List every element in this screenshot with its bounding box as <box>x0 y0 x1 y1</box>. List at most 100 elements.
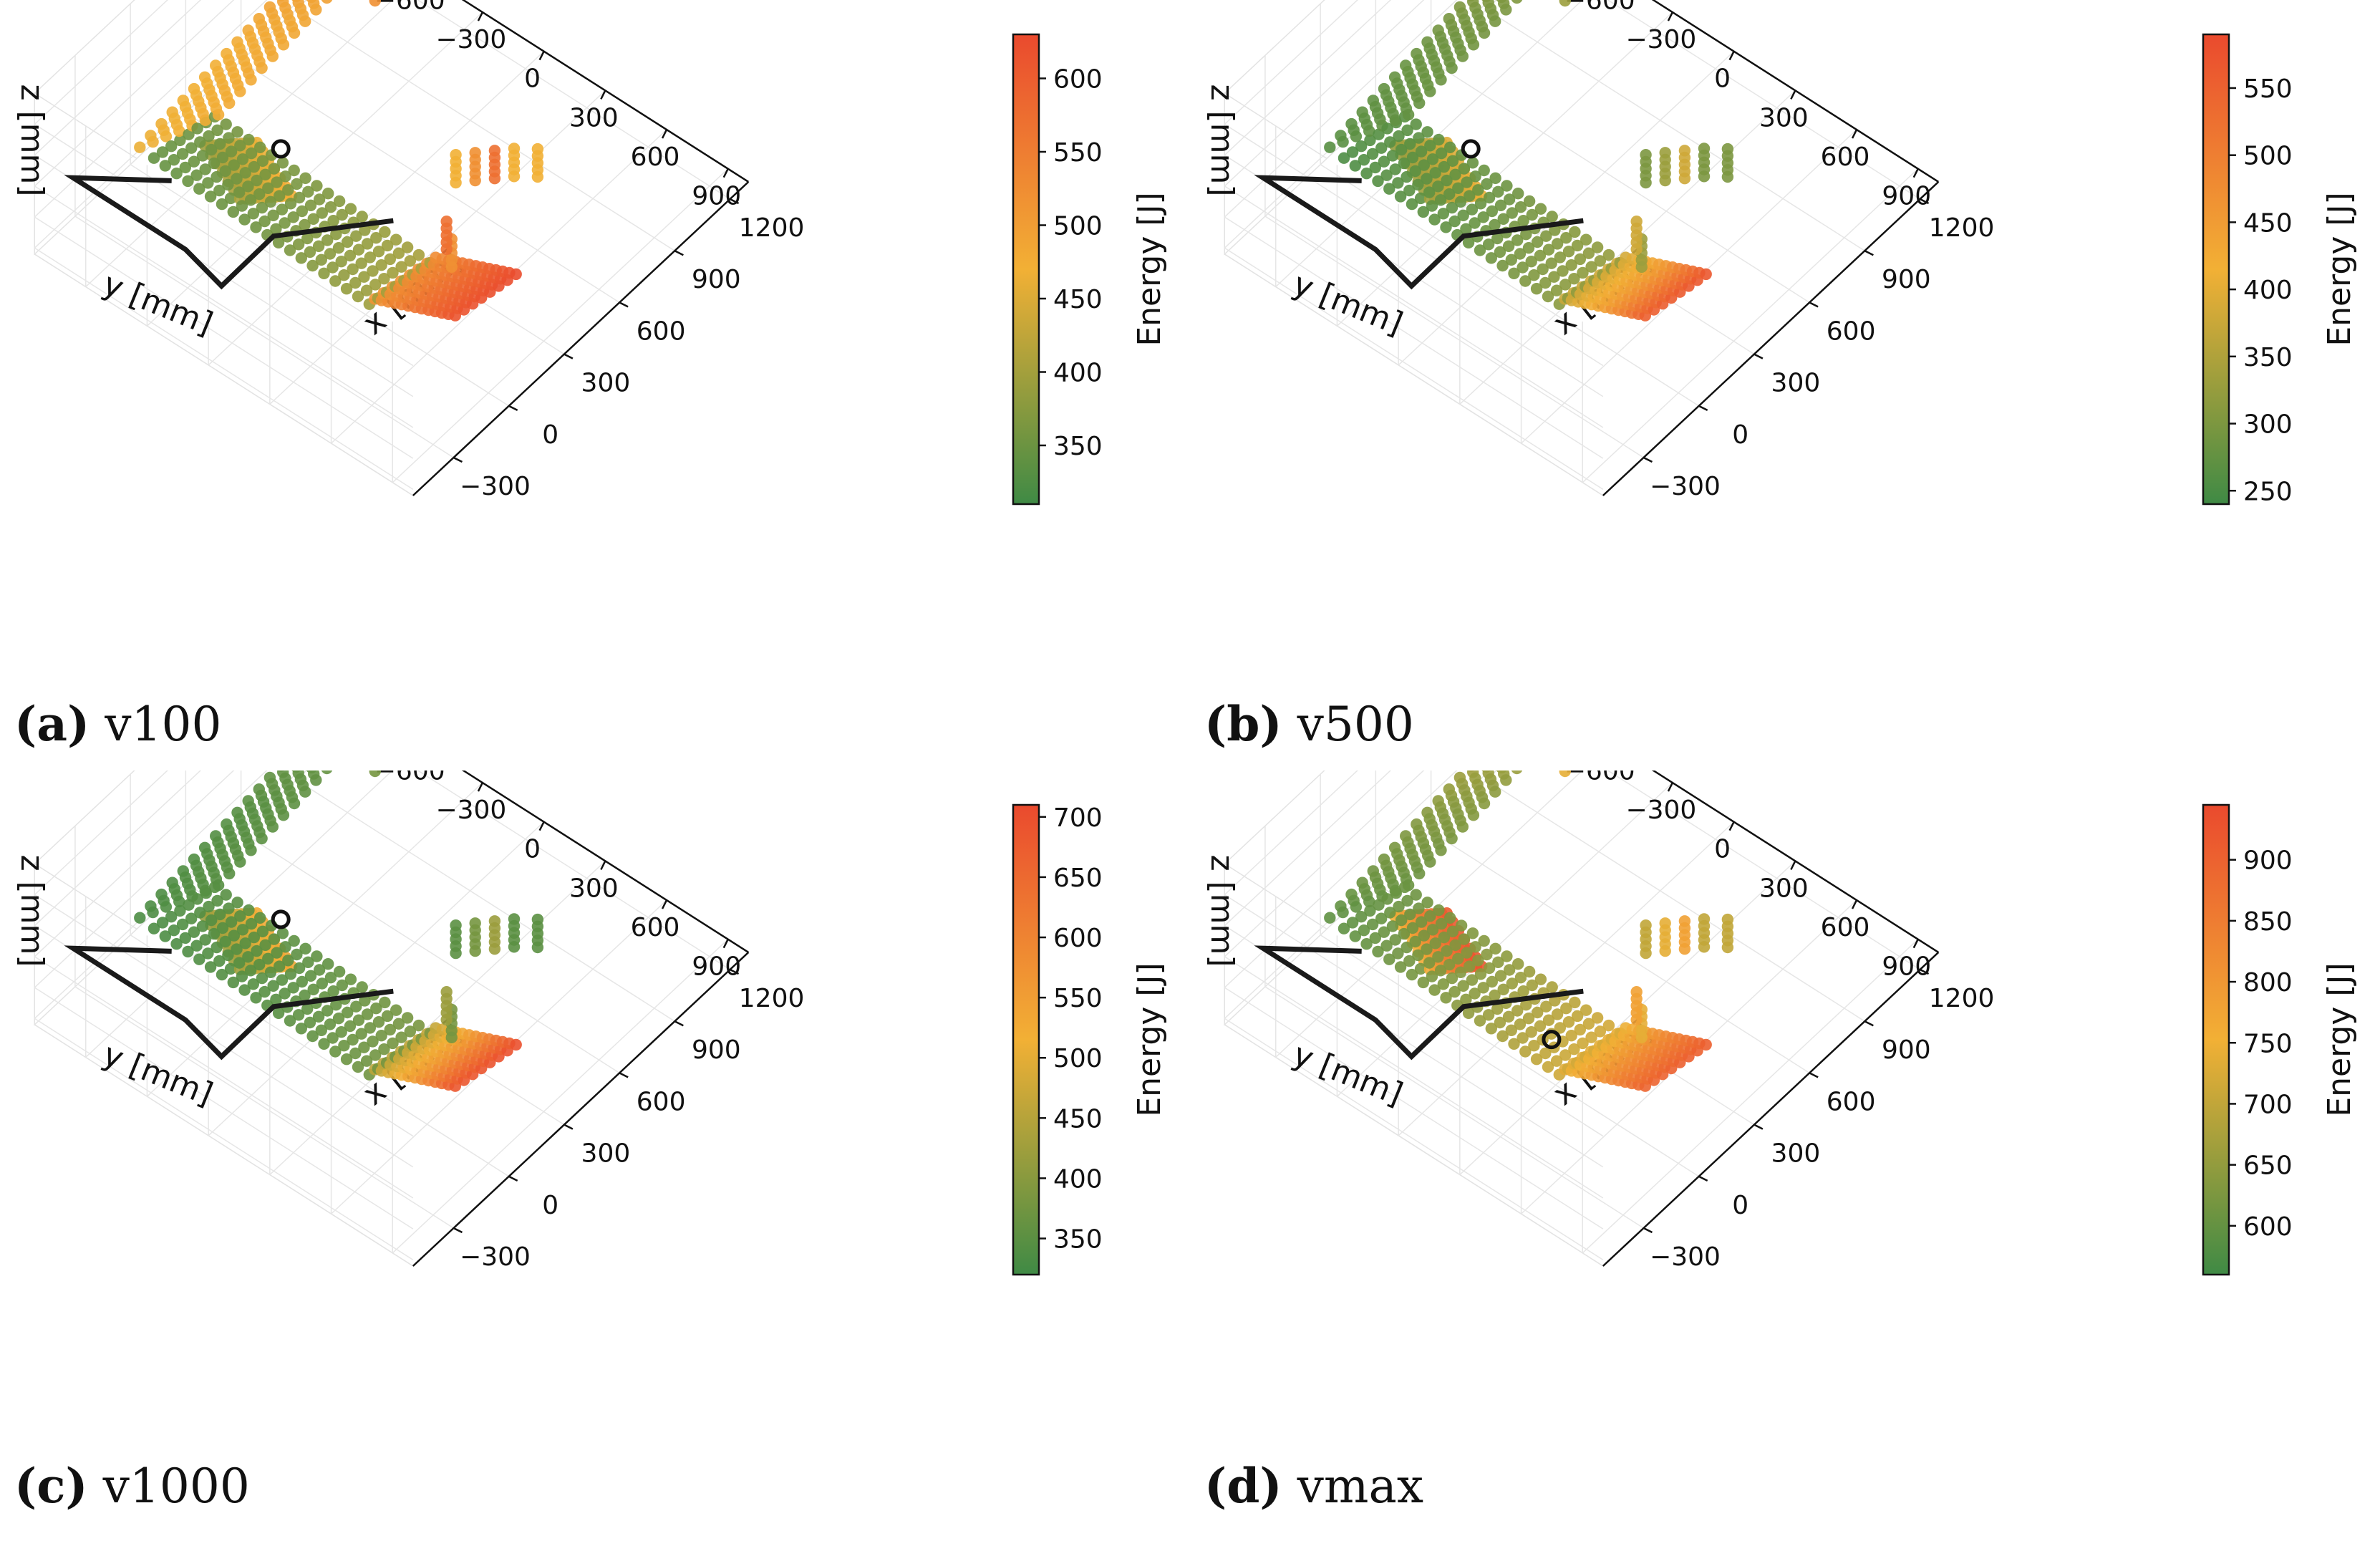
data-point-d-base-37 <box>1406 968 1418 981</box>
data-point-a-left-22 <box>173 125 185 137</box>
data-point-c-base-257 <box>360 1055 373 1067</box>
data-point-a-drop-475 <box>369 0 381 7</box>
gridline-wall1-z-a-4 <box>34 0 168 125</box>
data-point-b-base-89 <box>1409 165 1421 178</box>
data-point-b-base-260 <box>1532 236 1544 248</box>
data-point-b-base-104 <box>1423 186 1436 198</box>
data-point-b-base-378 <box>1602 248 1615 261</box>
data-point-c-base-244 <box>349 1047 362 1060</box>
colorbar-tick-c-5: 600 <box>1053 924 1103 953</box>
data-point-a-base-286 <box>364 251 376 264</box>
x-tick-mark-b-5 <box>1920 198 1930 205</box>
data-point-a-base-280 <box>367 265 379 277</box>
data-point-d-base-187 <box>1446 925 1459 937</box>
data-point-d-drop-495 <box>1659 945 1671 957</box>
data-point-b-base-101 <box>1406 151 1419 164</box>
data-point-b-base-156 <box>1426 153 1439 165</box>
start-point-marker-c <box>271 909 291 929</box>
data-point-d-base-216 <box>1519 1045 1532 1058</box>
data-point-c-base-243 <box>332 1013 345 1025</box>
x-tick-mark-c-5 <box>730 968 740 975</box>
gridline-floor-x-c-5 <box>417 770 730 970</box>
data-point-a-base-12 <box>182 175 194 188</box>
chart-svg-c: 0200400600800−600−3000300600900−30003006… <box>14 770 1168 1276</box>
colorbar-tick-b-2: 350 <box>2243 343 2293 372</box>
data-point-a-base-184 <box>276 203 289 216</box>
data-point-a-base-227 <box>340 283 353 295</box>
data-point-d-base-205 <box>1455 919 1468 932</box>
data-point-a-base-111 <box>214 137 226 150</box>
data-point-a-base-149 <box>256 201 269 214</box>
data-point-b-base-43 <box>1386 150 1399 162</box>
gridline-wall1-z-c-0 <box>34 770 301 1019</box>
data-point-a-base-273 <box>352 243 365 256</box>
gridline-floor-x-c-4 <box>296 779 675 1022</box>
gridline-floor-y-a-0 <box>85 0 394 288</box>
data-point-c-base-65 <box>224 962 237 975</box>
data-point-b-base-242 <box>1506 207 1518 219</box>
data-point-a-base-306 <box>372 246 385 258</box>
colorbar-tick-d-5: 850 <box>2243 907 2293 937</box>
data-point-b-base-347 <box>1580 233 1592 246</box>
data-point-c-base-262 <box>358 1041 370 1053</box>
x-tick-b-0: −300 <box>1650 472 1721 501</box>
data-point-c-base-165 <box>267 980 279 992</box>
data-point-c-base-63 <box>208 927 221 940</box>
x-tick-c-0: −300 <box>460 1242 531 1272</box>
data-point-c-base-203 <box>318 1038 330 1050</box>
data-point-b-base-313 <box>1577 266 1589 279</box>
data-point-b-base-158 <box>1460 223 1472 235</box>
x-tick-mark-a-0 <box>453 456 463 463</box>
data-point-a-base-172 <box>264 195 277 208</box>
data-point-b-base-61 <box>1381 122 1393 135</box>
data-point-d-base-253 <box>1501 950 1513 962</box>
data-point-b-base-37 <box>1406 198 1418 211</box>
data-point-c-base-154 <box>220 889 232 901</box>
data-point-a-base-219 <box>293 191 306 204</box>
data-point-d-base-200 <box>1474 968 1487 980</box>
data-point-c-base-217 <box>276 927 289 939</box>
data-point-a-base-292 <box>361 238 374 250</box>
gridline-wall1-z-a-0 <box>34 0 301 248</box>
data-point-c-base-229 <box>288 934 300 947</box>
data-point-b-base-27 <box>1375 142 1388 154</box>
data-point-d-left-22 <box>1363 895 1375 908</box>
data-point-b-left-261 <box>1456 50 1469 62</box>
data-point-d-left-283 <box>1467 809 1480 821</box>
data-point-c-base-92 <box>236 970 248 982</box>
data-point-d-base-12 <box>1372 945 1384 958</box>
gridline-floor-x-c-0 <box>74 986 454 1229</box>
caption-b: (b) v500 <box>1204 696 1414 752</box>
data-point-b-left-100 <box>1389 114 1401 126</box>
data-point-b-base-203 <box>1508 267 1520 279</box>
data-point-c-base-15 <box>193 953 205 965</box>
data-point-d-base-229 <box>1478 934 1490 947</box>
data-point-d-base-378 <box>1602 1019 1615 1032</box>
data-point-d-base-206 <box>1472 955 1484 967</box>
data-point-d-base-4 <box>1349 930 1361 942</box>
data-point-b-base-241 <box>1489 172 1501 184</box>
data-point-c-base-101 <box>216 922 229 934</box>
data-point-a-base-274 <box>369 279 382 291</box>
colorbar-a <box>1012 33 1040 506</box>
gridline-wall1-z-d-1 <box>1224 770 1458 988</box>
x-tick-a-4: 900 <box>692 265 741 294</box>
data-point-b-base-136 <box>1415 145 1428 158</box>
gridline-wall2-z-a-4 <box>34 123 414 367</box>
data-point-b-drop-450 <box>1630 243 1643 256</box>
data-point-d-base-123 <box>1401 894 1413 907</box>
y-tick-mark-a-3 <box>600 90 606 100</box>
x-tick-mark-b-2 <box>1753 353 1764 359</box>
x-tick-mark-b-0 <box>1643 456 1653 463</box>
data-point-d-base-6 <box>1360 938 1373 950</box>
data-point-d-base-35 <box>1389 934 1401 946</box>
data-point-d-base-151 <box>1462 1007 1475 1019</box>
data-point-d-base-114 <box>1421 943 1433 955</box>
data-point-b-base-211 <box>1469 170 1481 183</box>
y-tick-mark-d-2 <box>1728 821 1735 831</box>
data-point-d-base-336 <box>1585 1031 1597 1043</box>
data-point-c-left-283 <box>277 809 290 821</box>
x-tick-mark-a-4 <box>674 250 684 256</box>
data-point-c-base-170 <box>231 897 243 909</box>
data-point-b-base-240 <box>1542 290 1554 303</box>
